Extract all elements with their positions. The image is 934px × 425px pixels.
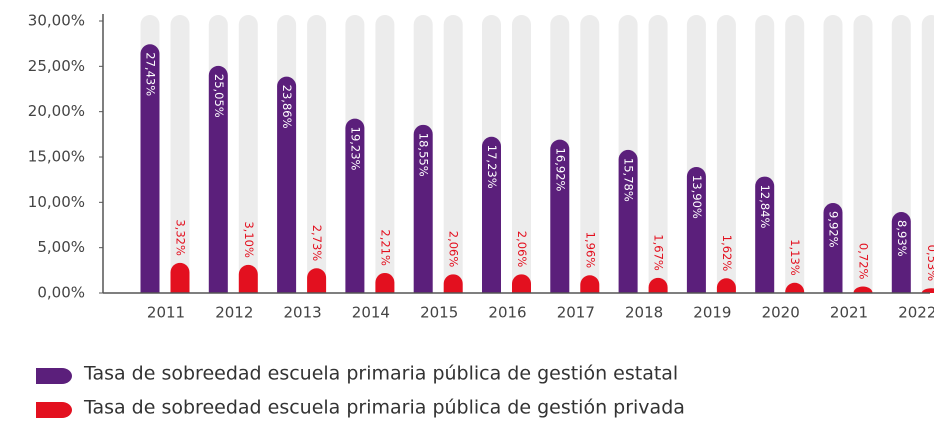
bar bbox=[208, 65, 228, 293]
bar bbox=[170, 262, 190, 293]
y-tick-label: 15,00% bbox=[28, 148, 85, 166]
bar-background bbox=[580, 14, 600, 293]
x-tick-label: 2013 bbox=[284, 304, 322, 322]
value-label: 23,86% bbox=[280, 85, 294, 129]
value-label: 15,78% bbox=[622, 158, 636, 202]
value-label: 3,32% bbox=[173, 219, 187, 256]
y-tick-label: 25,00% bbox=[28, 57, 85, 75]
value-label: 18,55% bbox=[417, 133, 431, 177]
bar bbox=[443, 274, 463, 293]
bar bbox=[413, 124, 433, 293]
y-tick-label: 30,00% bbox=[28, 12, 85, 30]
bar-background bbox=[921, 15, 934, 293]
bar-background bbox=[238, 15, 258, 293]
legend-label: Tasa de sobreedad escuela primaria públi… bbox=[83, 363, 678, 385]
bar bbox=[307, 268, 327, 293]
bar bbox=[823, 203, 843, 293]
value-label: 2,73% bbox=[310, 225, 324, 262]
value-label: 19,23% bbox=[348, 127, 362, 171]
x-tick-label: 2021 bbox=[830, 304, 868, 322]
bar bbox=[140, 44, 160, 294]
bar bbox=[853, 286, 873, 293]
value-label: 0,53% bbox=[925, 245, 934, 282]
x-tick-label: 2014 bbox=[352, 304, 390, 322]
bar bbox=[785, 282, 805, 293]
legend: Tasa de sobreedad escuela primaria públi… bbox=[36, 363, 685, 419]
bar bbox=[618, 149, 638, 293]
bar bbox=[238, 264, 258, 293]
value-label: 2,06% bbox=[515, 231, 529, 268]
bar bbox=[482, 136, 501, 293]
bar bbox=[891, 212, 911, 293]
value-label: 9,92% bbox=[827, 211, 841, 248]
bar bbox=[375, 272, 395, 293]
bar bbox=[648, 277, 668, 293]
bar-background bbox=[170, 14, 190, 293]
x-tick-label: 2020 bbox=[762, 304, 800, 322]
value-label: 2,21% bbox=[378, 229, 392, 266]
x-tick-label: 2022 bbox=[898, 304, 934, 322]
bar-background bbox=[716, 14, 736, 293]
bar-background bbox=[307, 14, 327, 293]
bar bbox=[580, 275, 600, 293]
bar bbox=[686, 166, 706, 293]
value-label: 17,23% bbox=[485, 145, 499, 189]
x-tick-label: 2012 bbox=[215, 304, 253, 322]
x-tick-label: 2016 bbox=[488, 304, 526, 322]
value-label: 8,93% bbox=[895, 220, 909, 257]
bar-background bbox=[512, 14, 531, 293]
bar bbox=[550, 139, 570, 293]
value-label: 16,92% bbox=[553, 148, 567, 192]
bar bbox=[716, 278, 736, 293]
x-tick-label: 2015 bbox=[420, 304, 458, 322]
x-tick-label: 2017 bbox=[557, 304, 595, 322]
bar bbox=[755, 176, 775, 293]
value-label: 12,84% bbox=[758, 185, 772, 229]
value-label: 0,72% bbox=[857, 243, 871, 280]
bar bbox=[512, 274, 531, 293]
bar bbox=[277, 76, 297, 293]
value-label: 13,90% bbox=[690, 175, 704, 219]
value-label: 1,67% bbox=[652, 234, 666, 271]
x-tick-label: 2011 bbox=[147, 304, 185, 322]
y-tick-label: 20,00% bbox=[28, 102, 85, 120]
bar-background bbox=[648, 14, 668, 293]
y-tick-label: 10,00% bbox=[28, 193, 85, 211]
legend-label: Tasa de sobreedad escuela primaria públi… bbox=[83, 397, 685, 419]
value-label: 27,43% bbox=[144, 52, 158, 96]
y-tick-label: 0,00% bbox=[37, 284, 85, 302]
value-label: 25,05% bbox=[212, 74, 226, 118]
bar-background bbox=[443, 14, 463, 293]
value-label: 1,96% bbox=[583, 232, 597, 269]
bar-background bbox=[785, 14, 805, 293]
x-tick-label: 2018 bbox=[625, 304, 663, 322]
bar-background bbox=[375, 14, 395, 293]
value-label: 2,06% bbox=[447, 231, 461, 268]
bar bbox=[921, 288, 934, 293]
x-tick-label: 2019 bbox=[693, 304, 731, 322]
value-label: 3,10% bbox=[242, 221, 256, 258]
legend-swatch bbox=[36, 368, 72, 384]
bar-background bbox=[853, 14, 873, 293]
value-label: 1,62% bbox=[720, 235, 734, 272]
bar bbox=[345, 118, 365, 293]
value-label: 1,13% bbox=[788, 239, 802, 276]
y-tick-label: 5,00% bbox=[37, 238, 85, 256]
legend-swatch bbox=[36, 402, 72, 418]
